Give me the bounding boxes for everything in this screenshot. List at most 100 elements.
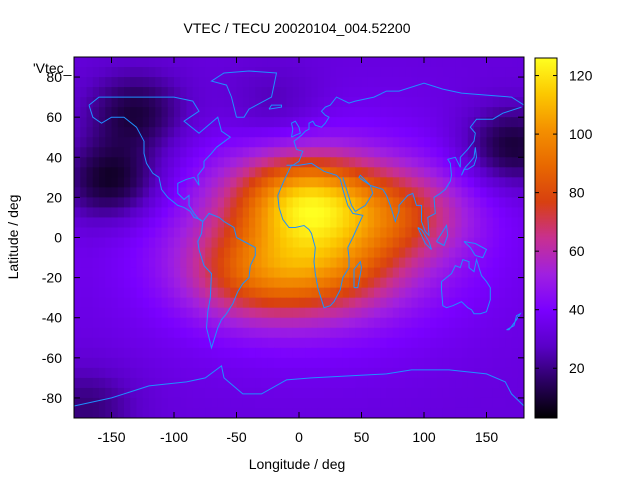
heatmap-cell <box>499 97 506 108</box>
heatmap-cell <box>286 77 294 88</box>
heatmap-cell <box>186 247 194 259</box>
heatmap-cell <box>261 177 269 188</box>
heatmap-cell <box>411 347 419 359</box>
heatmap-cell <box>117 287 125 299</box>
heatmap-cell <box>130 167 138 178</box>
heatmap-cell <box>255 117 263 128</box>
heatmap-cell <box>161 337 169 349</box>
heatmap-cell <box>255 267 263 279</box>
heatmap-cell <box>149 407 156 418</box>
heatmap-cell <box>155 307 163 319</box>
coastline <box>290 120 301 138</box>
heatmap-cell <box>205 247 213 259</box>
heatmap-cell <box>199 207 206 219</box>
heatmap-cell <box>374 237 381 249</box>
heatmap-cell <box>486 277 494 289</box>
heatmap-cell <box>255 217 263 229</box>
heatmap-cell <box>261 327 269 339</box>
heatmap-cell <box>136 87 144 98</box>
heatmap-cell <box>374 97 381 108</box>
heatmap-cell <box>436 337 444 349</box>
heatmap-cell <box>474 227 481 239</box>
heatmap-cell <box>124 317 131 329</box>
heatmap-cell <box>442 137 450 148</box>
heatmap-cell <box>74 117 81 128</box>
heatmap-cell <box>505 237 513 249</box>
heatmap-cell <box>336 367 344 379</box>
heatmap-cell <box>436 217 444 229</box>
heatmap-cell <box>517 277 524 289</box>
heatmap-cell <box>367 57 375 68</box>
heatmap-cell <box>380 407 388 418</box>
heatmap-cell <box>274 297 281 309</box>
heatmap-cell <box>117 277 125 289</box>
heatmap-cell <box>367 267 375 279</box>
heatmap-cell <box>411 167 419 178</box>
heatmap-cell <box>424 117 431 128</box>
heatmap-cell <box>467 297 475 309</box>
heatmap-cell <box>424 147 431 158</box>
heatmap-cell <box>405 157 413 168</box>
heatmap-cell <box>74 157 81 168</box>
heatmap-cell <box>230 367 238 379</box>
heatmap-cell <box>111 387 119 399</box>
heatmap-cell <box>111 167 119 178</box>
heatmap-cell <box>399 297 406 309</box>
heatmap-cell <box>336 207 344 219</box>
heatmap-cell <box>267 307 275 319</box>
heatmap-cell <box>367 107 375 118</box>
heatmap-cell <box>186 277 194 289</box>
heatmap-cell <box>267 157 275 168</box>
heatmap-cell <box>286 137 294 148</box>
heatmap-cell <box>242 137 250 148</box>
heatmap-cell <box>461 157 469 168</box>
heatmap-cell <box>136 77 144 88</box>
heatmap-cell <box>499 287 506 299</box>
heatmap-cell <box>280 227 288 239</box>
heatmap-cell <box>242 397 250 409</box>
heatmap-cell <box>267 117 275 128</box>
heatmap-cell <box>399 97 406 108</box>
heatmap-cell <box>511 257 519 269</box>
heatmap-cell <box>480 267 488 279</box>
heatmap-cell <box>442 277 450 289</box>
heatmap-cell <box>236 317 244 329</box>
heatmap-cell <box>317 57 325 68</box>
heatmap-cell <box>480 197 488 209</box>
heatmap-cell <box>499 217 506 229</box>
heatmap-cell <box>142 207 150 219</box>
heatmap-cell <box>355 157 363 168</box>
heatmap-cell <box>430 357 438 369</box>
heatmap-cell <box>342 67 350 78</box>
heatmap-cell <box>392 217 400 229</box>
y-tick-label: 40 <box>46 149 62 165</box>
heatmap-cell <box>155 57 163 68</box>
heatmap-cell <box>305 347 313 359</box>
heatmap-cell <box>92 87 100 98</box>
heatmap-cell <box>499 407 506 418</box>
heatmap-cell <box>286 397 294 409</box>
heatmap-cell <box>336 87 344 98</box>
heatmap-cell <box>361 397 369 409</box>
heatmap-cell <box>274 217 281 229</box>
heatmap-cell <box>267 237 275 249</box>
heatmap-cell <box>280 377 288 389</box>
heatmap-cell <box>292 127 300 138</box>
heatmap-cell <box>230 387 238 399</box>
heatmap-cell <box>374 287 381 299</box>
heatmap-cell <box>205 257 213 269</box>
heatmap-cell <box>130 87 138 98</box>
heatmap-cell <box>349 127 356 138</box>
heatmap-cell <box>274 157 281 168</box>
heatmap-cell <box>461 67 469 78</box>
heatmap-cell <box>261 377 269 389</box>
heatmap-cell <box>180 57 188 68</box>
heatmap-cell <box>105 197 113 209</box>
heatmap-cell <box>280 317 288 329</box>
heatmap-cell <box>517 227 524 239</box>
heatmap-cell <box>449 407 456 418</box>
heatmap-cell <box>280 97 288 108</box>
heatmap-cell <box>92 297 100 309</box>
heatmap-cell <box>311 217 319 229</box>
heatmap-cell <box>117 407 125 418</box>
